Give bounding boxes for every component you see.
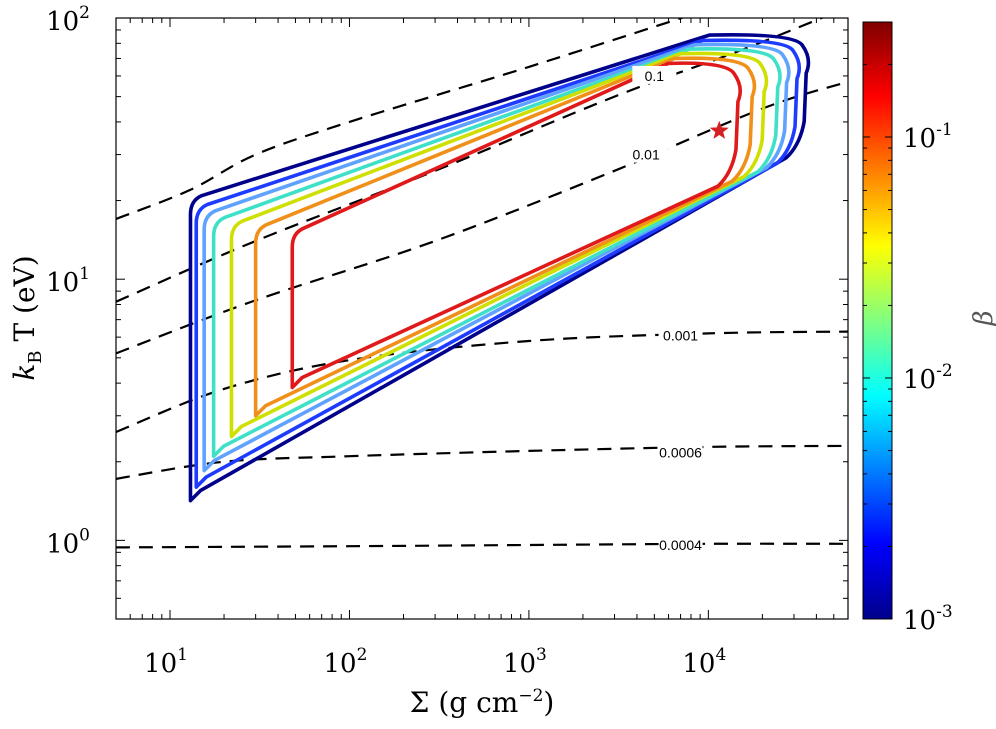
contour-label-gap [632,65,677,84]
contour-loop [211,47,782,459]
contour-label: 0.0004 [659,537,702,553]
x-axis-label: Σ (g cm−2) [410,686,555,719]
x-tick-label: 104 [682,645,726,679]
colorbar [862,21,893,620]
colorbar-title: β [969,310,996,326]
beta-contour-loops [188,33,811,503]
contour-label-gap [624,144,669,163]
contour-label: 0.1 [645,68,665,84]
dashed-contour [116,18,686,221]
colorbar-tick-label: 10-3 [903,602,953,636]
y-tick-labels: 100 101 102 [46,3,90,559]
contour-loop [290,61,743,390]
colorbar-ticks: 10-3 10-2 10-1 [863,63,953,636]
contour-label-gap [658,442,703,461]
x-tick-labels: 101 102 103 104 [144,645,726,679]
colorbar-tick-label: 10-2 [903,361,953,395]
contour-label-gap [658,325,703,344]
x-tick-label: 101 [144,645,188,679]
contour-label: 0.01 [633,147,660,163]
contour-loop [202,42,791,473]
minor-ticks [115,18,849,620]
y-axis-label: kB T (eV) [8,255,46,380]
dashed-contour [116,444,848,480]
y-tick-label: 102 [46,3,90,37]
x-tick-label: 103 [503,645,547,679]
colorbar-tick-label: 10-1 [903,120,953,154]
contour-label: 0.0006 [659,444,702,460]
contour-label: 0.001 [663,327,698,343]
contour-loop [229,51,769,439]
star-marker [709,120,729,139]
contour-label-gap [658,535,703,554]
contour-loop [253,56,757,418]
dashed-contour [116,542,848,549]
contour-loop [188,33,811,503]
marker-layer [709,120,729,139]
x-tick-label: 102 [324,645,368,679]
y-tick-label: 101 [46,264,90,298]
y-tick-label: 100 [46,525,90,559]
contour-loop [194,38,802,489]
contour-labels: 0.1 0.01 0.001 0.0006 0.0004 [624,65,703,554]
